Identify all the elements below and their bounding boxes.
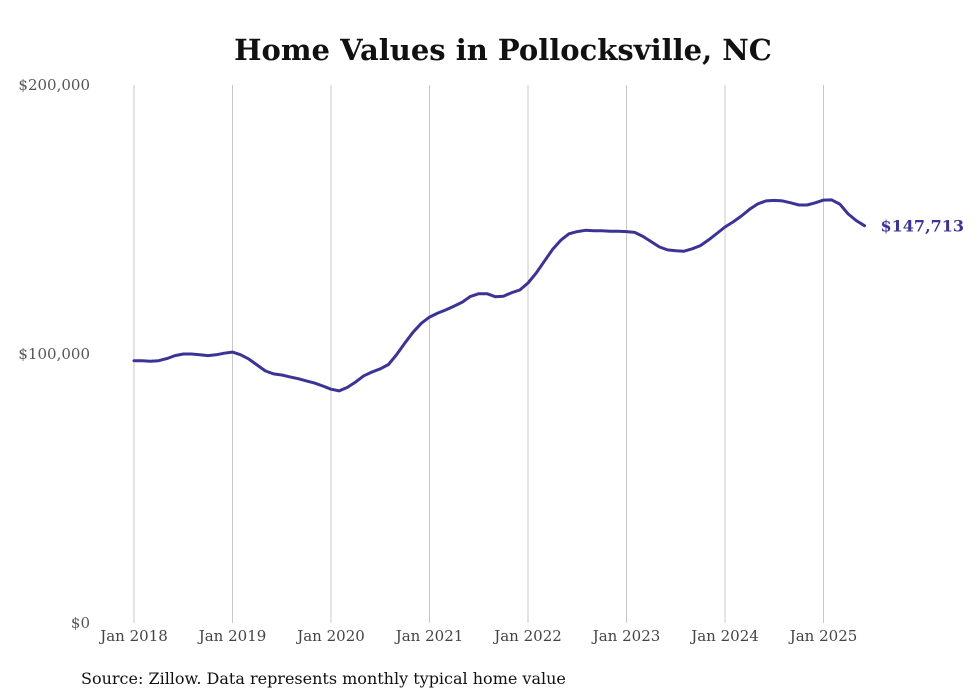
home-value-line bbox=[132, 198, 866, 393]
x-tick-label: Jan 2019 bbox=[197, 627, 267, 645]
x-tick-label: Jan 2023 bbox=[591, 627, 661, 645]
x-tick-label: Jan 2020 bbox=[295, 627, 365, 645]
x-tick-label: Jan 2025 bbox=[788, 627, 858, 645]
y-tick-label: $100,000 bbox=[18, 345, 90, 363]
chart-title: Home Values in Pollocksville, NC bbox=[234, 33, 772, 67]
source-note: Source: Zillow. Data represents monthly … bbox=[81, 669, 566, 688]
x-tick-label: Jan 2024 bbox=[689, 627, 759, 645]
end-value-label: $147,713 bbox=[881, 217, 965, 236]
y-axis-ticks: $0 $100,000 $200,000 bbox=[18, 76, 90, 632]
y-tick-label: $200,000 bbox=[18, 76, 90, 94]
x-axis-ticks: Jan 2018 Jan 2019 Jan 2020 Jan 2021 Jan 2022… bbox=[98, 627, 857, 645]
grid-lines bbox=[133, 85, 824, 623]
x-tick-label: Jan 2021 bbox=[394, 627, 464, 645]
y-tick-label: $0 bbox=[71, 614, 90, 632]
x-tick-label: Jan 2022 bbox=[492, 627, 562, 645]
x-tick-label: Jan 2018 bbox=[98, 627, 168, 645]
